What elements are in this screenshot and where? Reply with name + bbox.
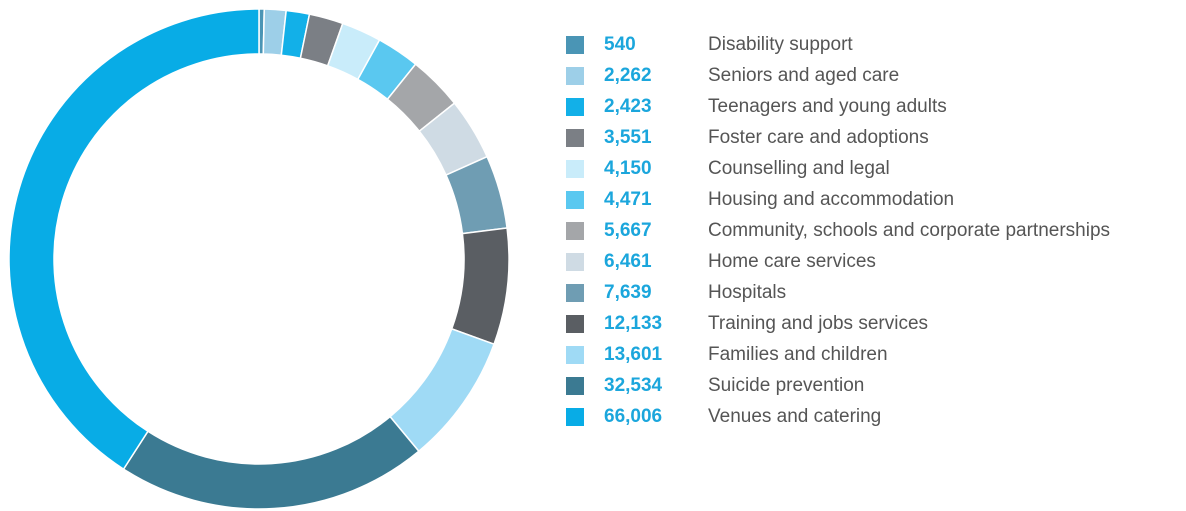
legend-item-counselling-and-legal: 4,150 Counselling and legal <box>566 153 1186 184</box>
legend-item-suicide-prevention: 32,534 Suicide prevention <box>566 370 1186 401</box>
legend: 540 Disability support 2,262 Seniors and ag… <box>566 29 1186 432</box>
legend-swatch <box>566 314 584 333</box>
legend-value: 4,471 <box>604 188 652 210</box>
legend-label: Foster care and adoptions <box>708 126 929 148</box>
legend-swatch <box>566 407 584 426</box>
legend-label: Hospitals <box>708 281 787 303</box>
legend-label: Seniors and aged care <box>708 64 900 86</box>
slice-venues-and-catering <box>8 8 260 471</box>
legend-value: 6,461 <box>604 250 652 272</box>
legend-value: 540 <box>604 33 636 55</box>
legend-label: Teenagers and young adults <box>708 95 947 117</box>
legend-label: Housing and accommodation <box>708 188 955 210</box>
legend-swatch <box>566 159 584 178</box>
legend-swatch <box>566 66 584 85</box>
legend-label: Home care services <box>708 250 876 272</box>
legend-item-training-and-jobs-services: 12,133 Training and jobs services <box>566 308 1186 339</box>
legend-value: 5,667 <box>604 219 652 241</box>
legend-label: Suicide prevention <box>708 374 865 396</box>
legend-item-community-schools-and-corporate-partnerships: 5,667 Community, schools and corporate pa… <box>566 215 1186 246</box>
legend-value: 2,423 <box>604 95 652 117</box>
legend-item-seniors-and-aged-care: 2,262 Seniors and aged care <box>566 60 1186 91</box>
legend-label: Training and jobs services <box>708 312 929 334</box>
legend-swatch <box>566 190 584 209</box>
legend-value: 7,639 <box>604 281 652 303</box>
donut-chart <box>8 8 510 510</box>
legend-label: Families and children <box>708 343 888 365</box>
legend-item-home-care-services: 6,461 Home care services <box>566 246 1186 277</box>
legend-item-housing-and-accommodation: 4,471 Housing and accommodation <box>566 184 1186 215</box>
legend-value: 2,262 <box>604 64 652 86</box>
slice-suicide-prevention <box>122 415 420 510</box>
legend-swatch <box>566 97 584 116</box>
legend-value: 13,601 <box>604 343 663 365</box>
legend-label: Disability support <box>708 33 853 55</box>
legend-label: Counselling and legal <box>708 157 890 179</box>
legend-item-disability-support: 540 Disability support <box>566 29 1186 60</box>
legend-item-teenagers-and-young-adults: 2,423 Teenagers and young adults <box>566 91 1186 122</box>
legend-item-foster-care-and-adoptions: 3,551 Foster care and adoptions <box>566 122 1186 153</box>
legend-value: 3,551 <box>604 126 652 148</box>
legend-swatch <box>566 221 584 240</box>
legend-swatch <box>566 128 584 147</box>
slice-families-and-children <box>389 327 495 453</box>
legend-item-families-and-children: 13,601 Families and children <box>566 339 1186 370</box>
legend-item-venues-and-catering: 66,006 Venues and catering <box>566 401 1186 432</box>
legend-label: Venues and catering <box>708 405 882 427</box>
legend-swatch <box>566 252 584 271</box>
slice-training-and-jobs-services <box>450 227 510 346</box>
legend-value: 12,133 <box>604 312 663 334</box>
legend-swatch <box>566 283 584 302</box>
legend-swatch <box>566 376 584 395</box>
legend-swatch <box>566 345 584 364</box>
legend-swatch <box>566 35 584 54</box>
legend-value: 66,006 <box>604 405 663 427</box>
legend-label: Community, schools and corporate partner… <box>708 219 1111 241</box>
legend-value: 4,150 <box>604 157 652 179</box>
legend-item-hospitals: 7,639 Hospitals <box>566 277 1186 308</box>
legend-value: 32,534 <box>604 374 663 396</box>
